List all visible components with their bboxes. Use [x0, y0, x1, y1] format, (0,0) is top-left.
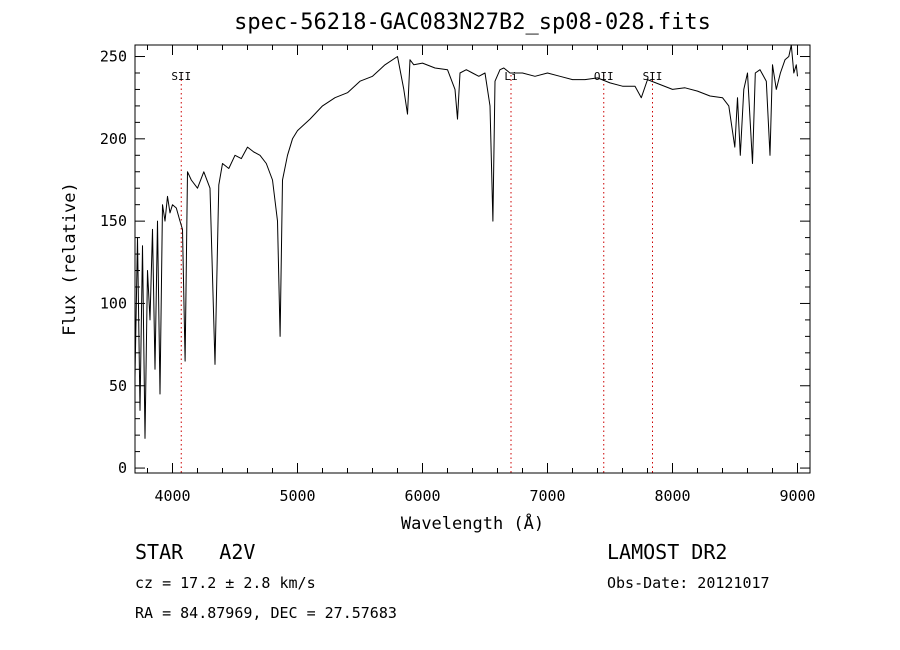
- x-tick-label: 7000: [529, 487, 565, 505]
- marker-label: OII: [594, 70, 614, 83]
- spectrum-line: [134, 44, 798, 439]
- marker-label: SII: [171, 70, 191, 83]
- y-tick-label: 0: [118, 459, 127, 477]
- x-tick-label: 5000: [279, 487, 315, 505]
- x-axis: 4000 5000 6000 7000 8000 9000: [147, 45, 816, 505]
- object-class-label: STAR A2V: [135, 540, 255, 564]
- chart-title: spec-56218-GAC083N27B2_sp08-028.fits: [234, 10, 711, 35]
- x-tick-label: 4000: [154, 487, 190, 505]
- object-class: STAR: [135, 540, 184, 564]
- y-tick-label: 50: [109, 377, 127, 395]
- coordinates-label: RA = 84.87969, DEC = 27.57683: [135, 604, 397, 622]
- y-tick-label: 100: [100, 294, 127, 312]
- y-tick-label: 150: [100, 212, 127, 230]
- y-tick-label: 250: [100, 48, 127, 66]
- x-axis-label: Wavelength (Å): [401, 512, 544, 534]
- spectrum-series: [134, 44, 798, 439]
- redshift-label: cz = 17.2 ± 2.8 km/s: [135, 574, 316, 592]
- survey-label: LAMOST DR2: [607, 540, 728, 564]
- marker-label: Li: [504, 70, 517, 83]
- object-subclass: A2V: [219, 540, 256, 564]
- line-markers: SII Li OII SII: [171, 70, 662, 473]
- y-tick-label: 200: [100, 130, 127, 148]
- axis-labels: Wavelength (Å) Flux (relative): [60, 182, 544, 534]
- obs-date-label: Obs-Date: 20121017: [607, 574, 770, 592]
- plot-frame: [134, 44, 811, 474]
- y-axis: 0 50 100 150 200 250: [100, 48, 810, 477]
- plot-border: [134, 44, 811, 474]
- x-tick-label: 6000: [404, 487, 440, 505]
- y-axis-label: Flux (relative): [60, 182, 80, 336]
- x-tick-label: 8000: [654, 487, 690, 505]
- x-tick-label: 9000: [779, 487, 815, 505]
